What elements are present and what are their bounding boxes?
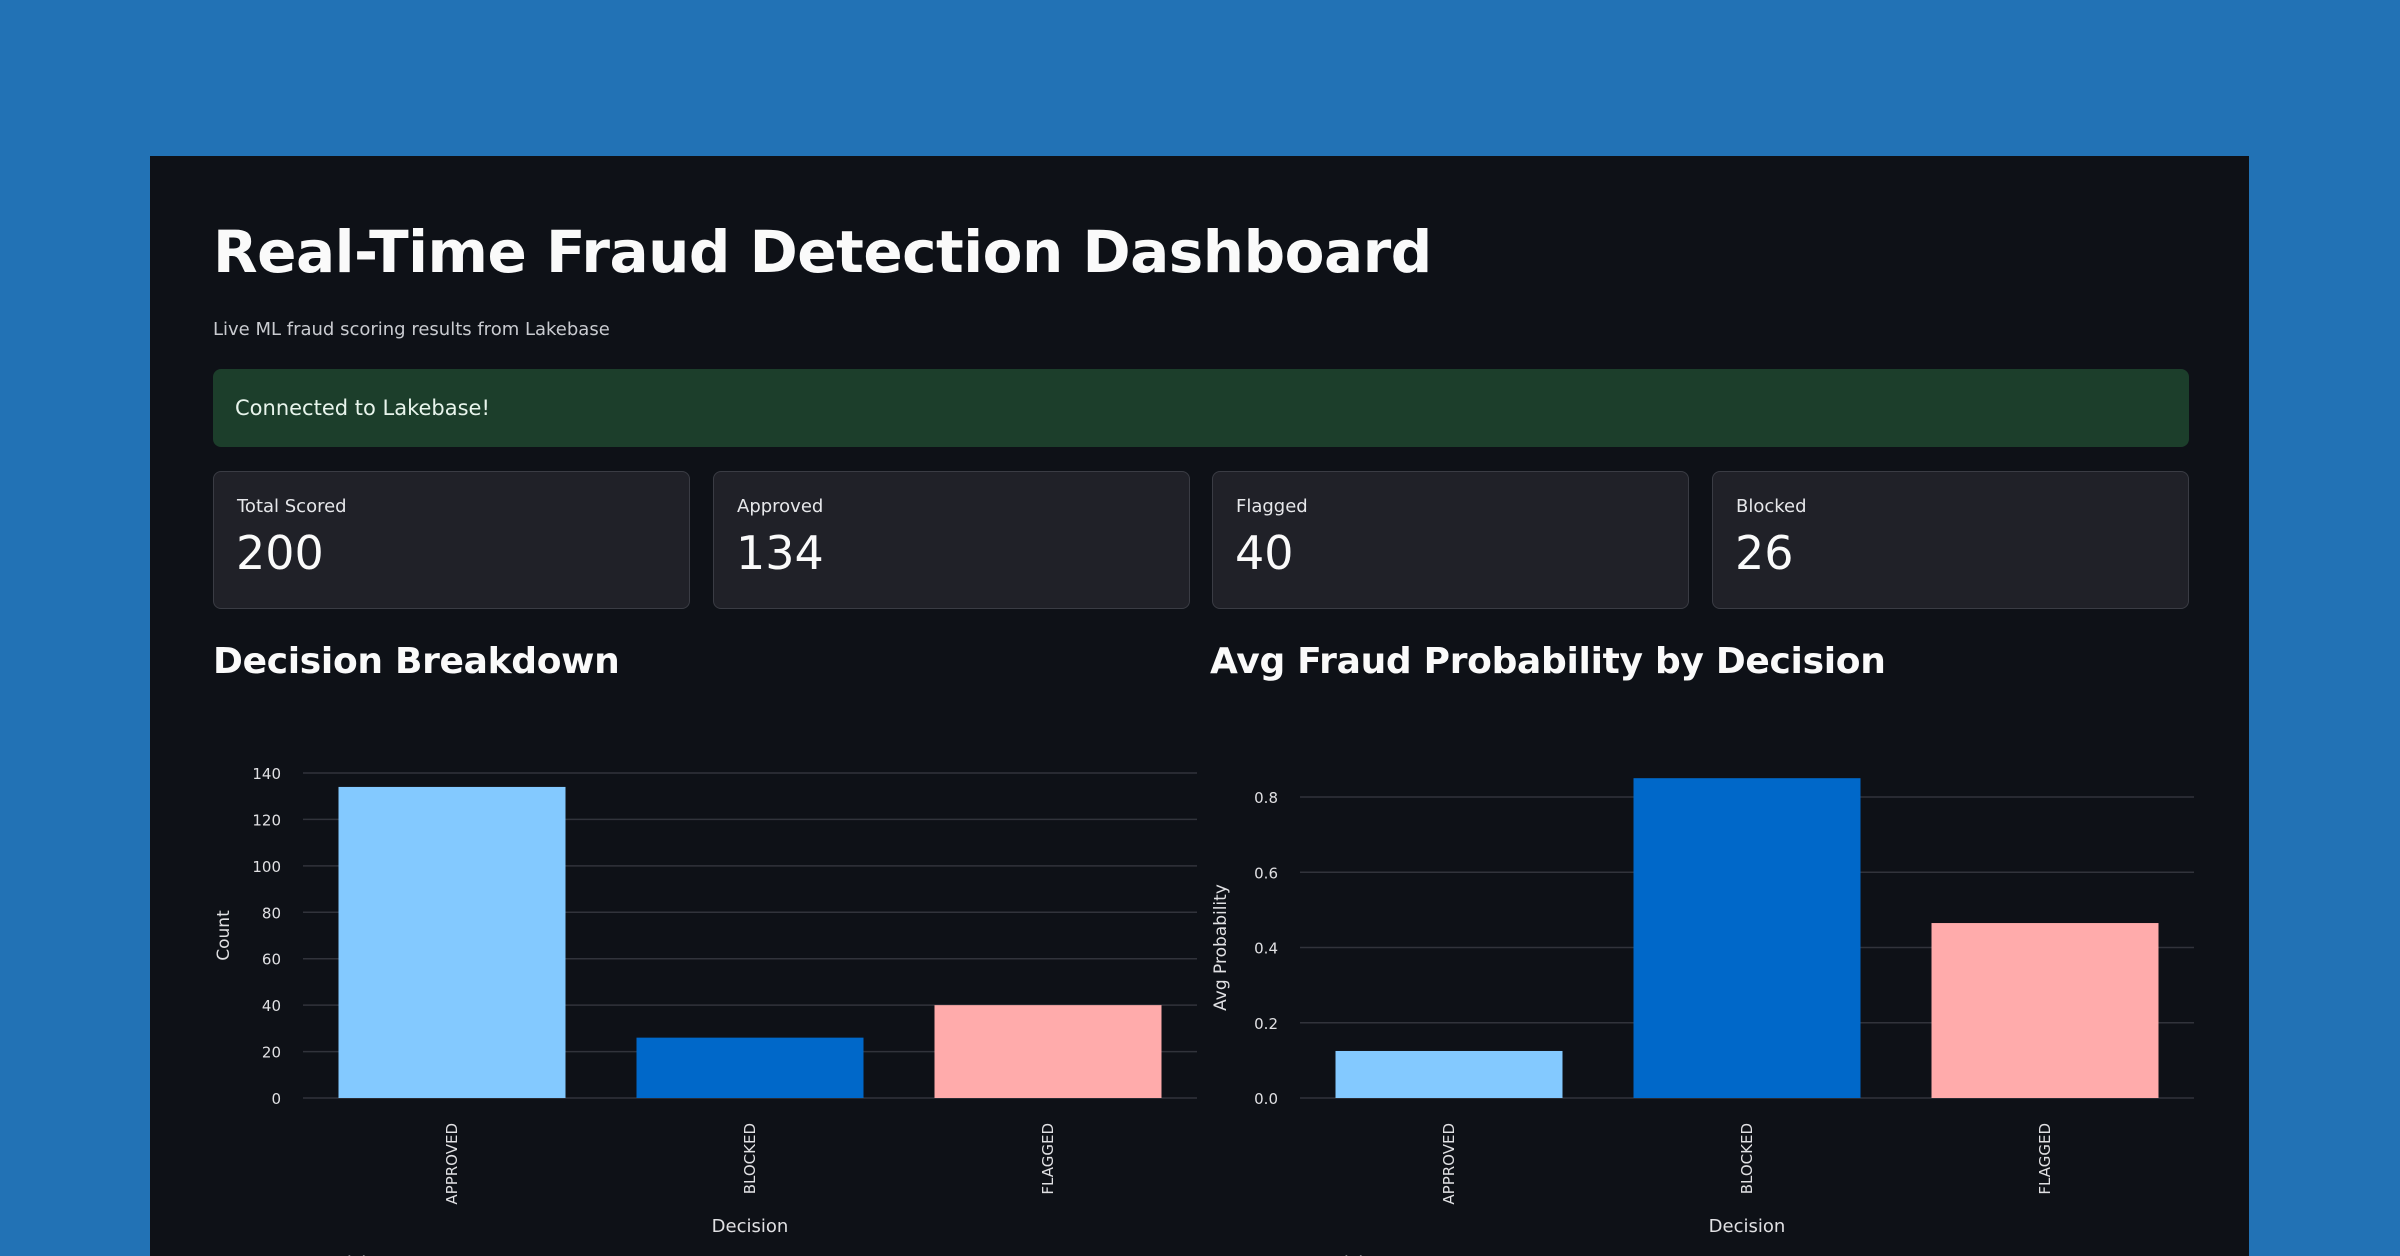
y-tick-label: 100 bbox=[252, 858, 281, 876]
metric-value: 40 bbox=[1235, 526, 1294, 580]
x-tick-label: APPROVED bbox=[443, 1123, 461, 1205]
x-tick-label: FLAGGED bbox=[2036, 1123, 2054, 1195]
dashboard-window: Real-Time Fraud Detection Dashboard Live… bbox=[150, 156, 2249, 1256]
y-axis-label: Avg Probability bbox=[1211, 884, 1231, 1011]
metric-card-flagged: Flagged 40 bbox=[1212, 471, 1689, 609]
metric-value: 134 bbox=[736, 526, 824, 580]
bar-approved bbox=[1335, 1050, 1563, 1098]
x-tick-label: FLAGGED bbox=[1039, 1123, 1057, 1195]
metric-card-total-scored: Total Scored 200 bbox=[213, 471, 690, 609]
bar-approved bbox=[338, 786, 566, 1098]
metric-label: Blocked bbox=[1736, 496, 1807, 517]
legend-title: Decision bbox=[312, 1253, 389, 1256]
avg-probability-chart: 0.0 0.2 0.4 0.6 0.8 Avg Probability APPROVED BL… bbox=[1211, 778, 2194, 1256]
connection-status-text: Connected to Lakebase! bbox=[235, 396, 490, 420]
y-tick-label: 0.6 bbox=[1254, 864, 1278, 882]
y-tick-label: 0.4 bbox=[1254, 940, 1278, 958]
y-tick-label: 0.0 bbox=[1254, 1090, 1278, 1108]
connection-status-banner: Connected to Lakebase! bbox=[213, 369, 2189, 447]
bar-flagged bbox=[1931, 923, 2159, 1098]
metric-label: Approved bbox=[737, 496, 824, 517]
y-tick-label: 60 bbox=[262, 951, 281, 969]
bar-flagged bbox=[934, 1005, 1162, 1098]
y-tick-label: 40 bbox=[262, 997, 281, 1015]
page-title: Real-Time Fraud Detection Dashboard bbox=[213, 218, 1432, 286]
y-tick-label: 80 bbox=[262, 904, 281, 922]
metric-value: 200 bbox=[236, 526, 324, 580]
legend-title: Decision bbox=[1309, 1253, 1386, 1256]
bar-blocked bbox=[636, 1037, 864, 1098]
metric-card-approved: Approved 134 bbox=[713, 471, 1190, 609]
y-tick-label: 0.2 bbox=[1254, 1015, 1278, 1033]
metric-value: 26 bbox=[1735, 526, 1794, 580]
x-axis-label: Decision bbox=[712, 1216, 789, 1237]
decision-breakdown-chart: 0 20 40 60 80 100 120 140 Count APPROVED BLOCKED FL… bbox=[214, 765, 1197, 1256]
bar-blocked bbox=[1633, 778, 1861, 1098]
avg-probability-title: Avg Fraud Probability by Decision bbox=[1210, 641, 1886, 682]
metric-card-blocked: Blocked 26 bbox=[1712, 471, 2189, 609]
metric-label: Flagged bbox=[1236, 496, 1308, 517]
y-axis-label: Count bbox=[214, 910, 234, 961]
x-axis-label: Decision bbox=[1709, 1216, 1786, 1237]
decision-breakdown-title: Decision Breakdown bbox=[213, 641, 620, 682]
metric-label: Total Scored bbox=[237, 496, 347, 517]
page-subtitle: Live ML fraud scoring results from Lakeb… bbox=[213, 319, 610, 340]
y-tick-label: 0.8 bbox=[1254, 789, 1278, 807]
y-tick-label: 0 bbox=[271, 1090, 281, 1108]
x-tick-label: APPROVED bbox=[1440, 1123, 1458, 1205]
x-tick-label: BLOCKED bbox=[741, 1123, 759, 1194]
x-tick-label: BLOCKED bbox=[1738, 1123, 1756, 1194]
y-tick-label: 120 bbox=[252, 811, 281, 829]
y-tick-label: 20 bbox=[262, 1044, 281, 1062]
y-tick-label: 140 bbox=[252, 765, 281, 783]
